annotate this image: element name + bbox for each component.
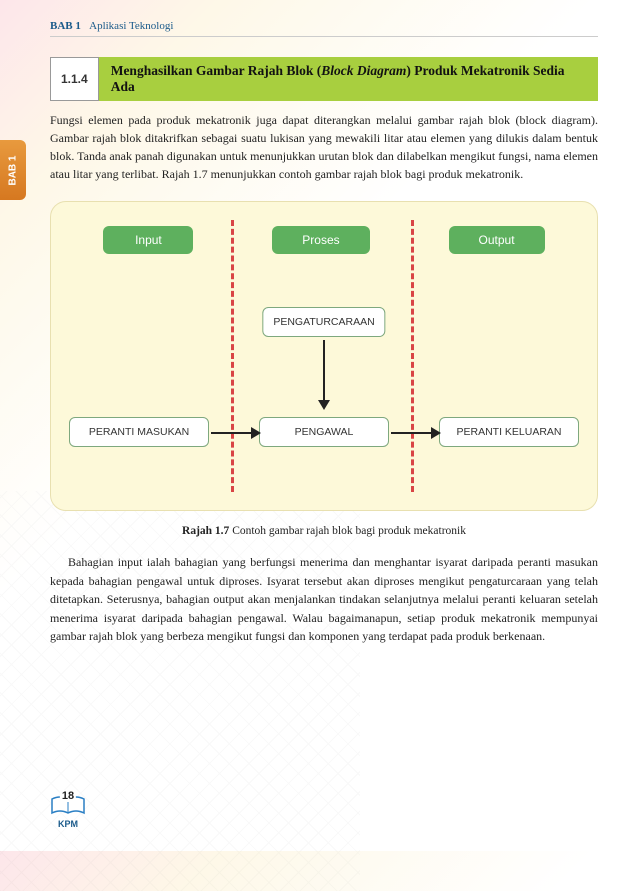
body-paragraph: Bahagian input ialah bahagian yang berfu… — [50, 553, 598, 646]
intro-paragraph: Fungsi elemen pada produk mekatronik jug… — [50, 111, 598, 183]
arrow-prog-to-ctrl — [323, 340, 325, 408]
section-number: 1.1.4 — [50, 57, 99, 101]
book-icon: 18 — [50, 795, 86, 817]
diagram-column-labels: Input Proses Output — [69, 226, 579, 254]
node-controller: PENGAWAL — [259, 417, 389, 447]
arrow-ctrl-to-output — [391, 432, 439, 434]
page-header: BAB 1 Aplikasi Teknologi — [50, 20, 598, 37]
page-footer: 18 KPM — [50, 795, 86, 829]
arrow-input-to-ctrl — [211, 432, 259, 434]
column-label-process: Proses — [272, 226, 369, 254]
page-number: 18 — [60, 790, 76, 802]
column-label-input: Input — [103, 226, 193, 254]
section-heading: 1.1.4 Menghasilkan Gambar Rajah Blok (Bl… — [50, 57, 598, 101]
node-programming: PENGATURCARAAN — [262, 307, 385, 337]
header-chapter: BAB 1 — [50, 20, 81, 32]
block-diagram-panel: Input Proses Output PENGATURCARAAN PENGA… — [50, 201, 598, 511]
column-divider-2 — [411, 220, 414, 492]
figure-caption: Rajah 1.7 Contoh gambar rajah blok bagi … — [50, 525, 598, 537]
column-divider-1 — [231, 220, 234, 492]
caption-label: Rajah 1.7 — [182, 525, 229, 537]
caption-text: Contoh gambar rajah blok bagi produk mek… — [229, 525, 466, 537]
header-subject: Aplikasi Teknologi — [89, 20, 173, 32]
column-label-output: Output — [449, 226, 545, 254]
page-content: BAB 1 Aplikasi Teknologi 1.1.4 Menghasil… — [0, 0, 638, 851]
node-output-device: PERANTI KELUARAN — [439, 417, 579, 447]
section-title: Menghasilkan Gambar Rajah Blok (Block Di… — [99, 57, 598, 101]
node-input-device: PERANTI MASUKAN — [69, 417, 209, 447]
footer-org: KPM — [50, 819, 86, 829]
